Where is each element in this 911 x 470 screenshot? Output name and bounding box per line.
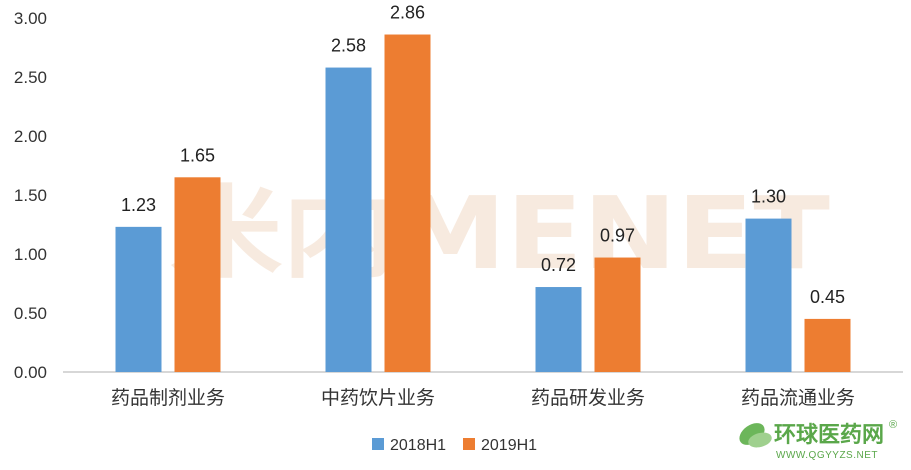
bars-group: 1.23 1.65 2.58 2.86 0.72 0.97 1.30 0.45 (115, 3, 851, 373)
y-tick-label: 0.00 (14, 363, 47, 382)
category-label: 药品流通业务 (741, 387, 855, 409)
data-label: 1.30 (751, 187, 786, 207)
logo-registered-mark: ® (889, 419, 897, 431)
data-label: 2.86 (390, 3, 425, 23)
site-logo: 环球医药网 ® WWW.QGYYZS.NET (739, 419, 897, 461)
data-label: 1.23 (121, 195, 156, 215)
bar-2018h1-0 (115, 226, 162, 372)
bar-2018h1-3 (745, 218, 792, 372)
bar-2018h1-1 (325, 67, 372, 372)
watermark-menet: 米内MENET (170, 175, 830, 292)
legend-label-2018h1: 2018H1 (390, 437, 446, 454)
category-labels: 药品制剂业务 中药饮片业务 药品研发业务 药品流通业务 (111, 387, 855, 409)
data-label: 0.72 (541, 255, 576, 275)
y-tick-label: 0.50 (14, 304, 47, 323)
bar-2018h1-2 (535, 287, 582, 372)
data-label: 0.97 (600, 226, 635, 246)
category-label: 中药饮片业务 (321, 387, 435, 409)
data-label: 1.65 (180, 145, 215, 165)
legend: 2018H1 2019H1 (372, 437, 537, 454)
y-axis: 0.00 0.50 1.00 1.50 2.00 2.50 3.00 (14, 9, 47, 382)
logo-text: 环球医药网 (774, 423, 884, 448)
y-tick-label: 2.50 (14, 68, 47, 87)
leaf-logo-icon (739, 423, 772, 448)
legend-swatch-2019h1 (463, 438, 475, 450)
y-tick-label: 2.00 (14, 127, 47, 146)
legend-swatch-2018h1 (372, 438, 384, 450)
bar-2019h1-0 (174, 177, 221, 372)
bar-2019h1-3 (804, 318, 851, 372)
data-label: 0.45 (810, 287, 845, 307)
bar-2019h1-1 (384, 34, 431, 373)
bar-2019h1-2 (594, 257, 641, 372)
data-label: 2.58 (331, 36, 366, 56)
y-tick-label: 1.50 (14, 186, 47, 205)
category-label: 药品研发业务 (531, 387, 645, 409)
category-label: 药品制剂业务 (111, 387, 225, 409)
legend-label-2019h1: 2019H1 (481, 437, 537, 454)
y-tick-label: 3.00 (14, 9, 47, 28)
y-tick-label: 1.00 (14, 245, 47, 264)
logo-url: WWW.QGYYZS.NET (776, 450, 878, 461)
